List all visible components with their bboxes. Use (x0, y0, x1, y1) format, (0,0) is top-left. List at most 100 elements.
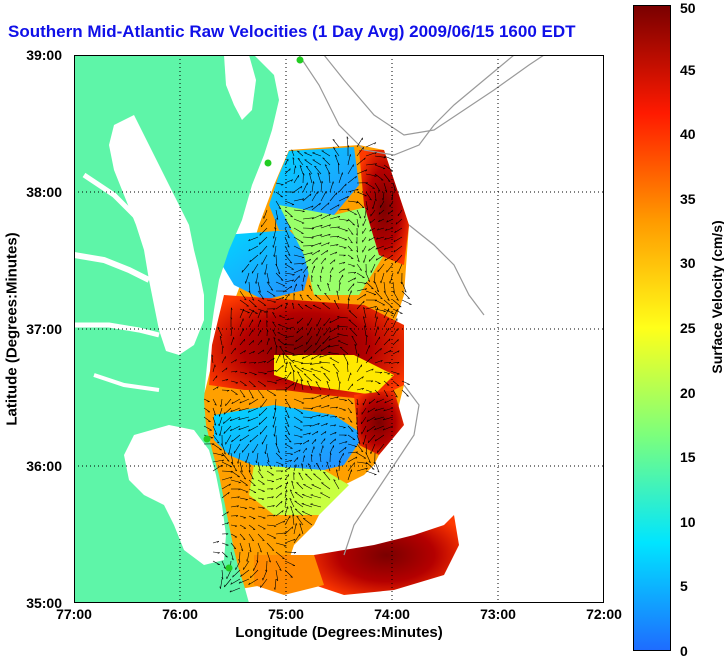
current-vector (293, 416, 303, 423)
current-vector (333, 147, 340, 157)
current-vector-head (397, 339, 399, 342)
current-vector-head (252, 298, 255, 301)
current-vector (284, 279, 294, 283)
current-vector (266, 299, 276, 303)
current-vector (347, 298, 350, 310)
current-vector-head (384, 258, 386, 261)
current-vector (397, 209, 403, 217)
current-vector (320, 414, 329, 418)
current-vector (319, 275, 322, 283)
current-vector (230, 370, 238, 373)
current-vector-head (247, 410, 250, 413)
current-vector-head (262, 349, 265, 353)
current-vector (383, 308, 394, 314)
current-vector (356, 376, 364, 382)
current-vector (347, 227, 354, 235)
current-vector (231, 434, 241, 443)
current-vector (375, 434, 385, 442)
current-vector (284, 302, 288, 310)
current-vector (239, 398, 250, 404)
current-vector (329, 424, 337, 427)
current-vector-head (282, 510, 284, 513)
current-vector-head (299, 165, 302, 168)
current-vector (224, 578, 232, 588)
current-vector-head (276, 345, 278, 348)
current-vector (323, 317, 331, 327)
current-vector (304, 159, 313, 166)
current-vector-head (277, 450, 280, 453)
current-vector (311, 439, 317, 445)
current-vector-head (223, 412, 226, 415)
current-vector-head (333, 259, 336, 262)
current-vector (261, 434, 268, 445)
current-vector (238, 578, 250, 584)
current-vector-head (287, 433, 290, 436)
velocity-field (204, 145, 459, 595)
current-vector (275, 532, 287, 535)
current-vector (310, 503, 322, 508)
current-vector-head (270, 467, 273, 470)
current-vector (333, 479, 340, 490)
current-vector (221, 542, 229, 546)
current-vector-head (367, 280, 370, 282)
current-vector (278, 324, 286, 328)
current-vector (314, 165, 322, 175)
current-vector-head (239, 438, 242, 442)
current-vector (260, 578, 268, 588)
current-vector-head (304, 274, 306, 277)
current-vector (291, 149, 295, 157)
current-vector (383, 416, 394, 421)
current-vector (383, 299, 393, 308)
current-vector (212, 386, 219, 391)
land (74, 55, 279, 603)
current-vector (221, 483, 231, 490)
current-vector (365, 272, 371, 282)
current-vector (368, 254, 376, 262)
current-vector-head (336, 396, 339, 399)
current-vector-head (333, 479, 336, 481)
current-vector-head (219, 586, 221, 589)
current-vector-head (383, 157, 386, 159)
current-vector-head (293, 293, 296, 296)
current-vector (230, 533, 238, 538)
current-vector-head (328, 224, 331, 227)
current-vector-head (370, 380, 374, 383)
current-vector (329, 215, 340, 220)
current-vector-head (328, 345, 331, 348)
current-vector-head (319, 405, 322, 408)
current-vector-head (272, 321, 275, 324)
current-vector-head (238, 417, 241, 420)
current-vector (338, 245, 347, 249)
current-vector (275, 304, 283, 310)
current-vector-head (267, 460, 270, 463)
current-vector (385, 227, 394, 231)
current-vector (356, 281, 367, 284)
current-vector (369, 227, 376, 232)
current-vector (239, 434, 250, 442)
current-vector (320, 423, 328, 427)
current-vector (212, 459, 224, 463)
current-vector (365, 182, 375, 189)
current-vector (375, 407, 385, 411)
current-vector-head (367, 440, 369, 443)
current-vector (219, 425, 223, 436)
current-vector (284, 200, 295, 205)
current-vector-head (357, 260, 360, 263)
current-vector (221, 470, 233, 472)
current-vector-head (366, 419, 369, 422)
map-area[interactable] (74, 55, 604, 603)
current-vector (374, 336, 380, 346)
current-vector (284, 474, 289, 481)
colorbar-tick-label: 25 (680, 320, 696, 336)
current-vector-head (371, 356, 373, 359)
current-vector (312, 159, 322, 166)
current-vector-head (316, 431, 319, 434)
current-vector (376, 398, 385, 403)
current-vector (315, 463, 322, 472)
current-vector (365, 452, 371, 463)
current-vector (338, 261, 346, 265)
current-vector (311, 191, 318, 202)
current-vector-head (306, 380, 309, 383)
current-vector-head (346, 136, 349, 139)
current-vector-head (336, 290, 339, 293)
